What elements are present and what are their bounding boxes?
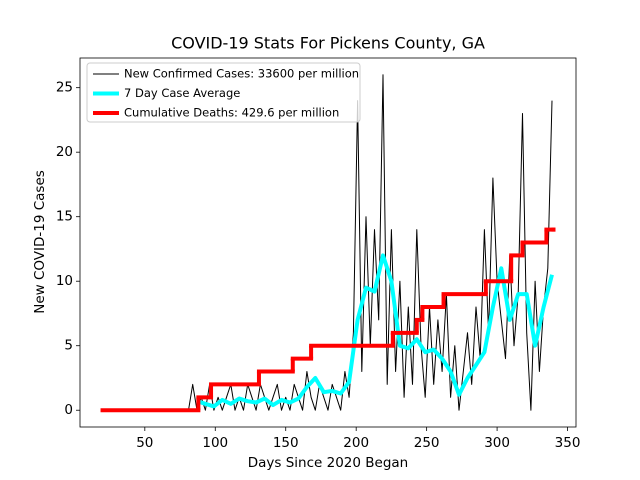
x-tick-label: 250	[414, 435, 440, 451]
x-tick-label: 100	[202, 435, 228, 451]
legend-box	[86, 62, 361, 123]
plot-area	[100, 74, 556, 413]
chart-title: COVID-19 Stats For Pickens County, GA	[171, 34, 485, 53]
legend-label: New Confirmed Cases: 33600 per million	[124, 67, 359, 81]
x-tick-label: 300	[484, 435, 510, 451]
plot-frame	[79, 57, 577, 428]
x-tick-label: 150	[273, 435, 299, 451]
y-tick-label: 10	[56, 273, 73, 289]
y-tick-label: 25	[56, 80, 73, 96]
x-tick-label: 50	[136, 435, 153, 451]
y-tick-label: 20	[56, 144, 73, 160]
y-tick-label: 15	[56, 209, 73, 225]
y-tick-label: 0	[64, 402, 73, 418]
x-tick-label: 200	[343, 435, 369, 451]
legend-label: Cumulative Deaths: 429.6 per million	[124, 106, 339, 120]
x-tick-label: 350	[555, 435, 581, 451]
y-axis-label: New COVID-19 Cases	[32, 170, 48, 314]
series-line	[196, 253, 554, 409]
legend-label: 7 Day Case Average	[124, 86, 240, 100]
x-axis-label: Days Since 2020 Began	[248, 455, 409, 471]
y-tick-label: 5	[64, 338, 73, 354]
